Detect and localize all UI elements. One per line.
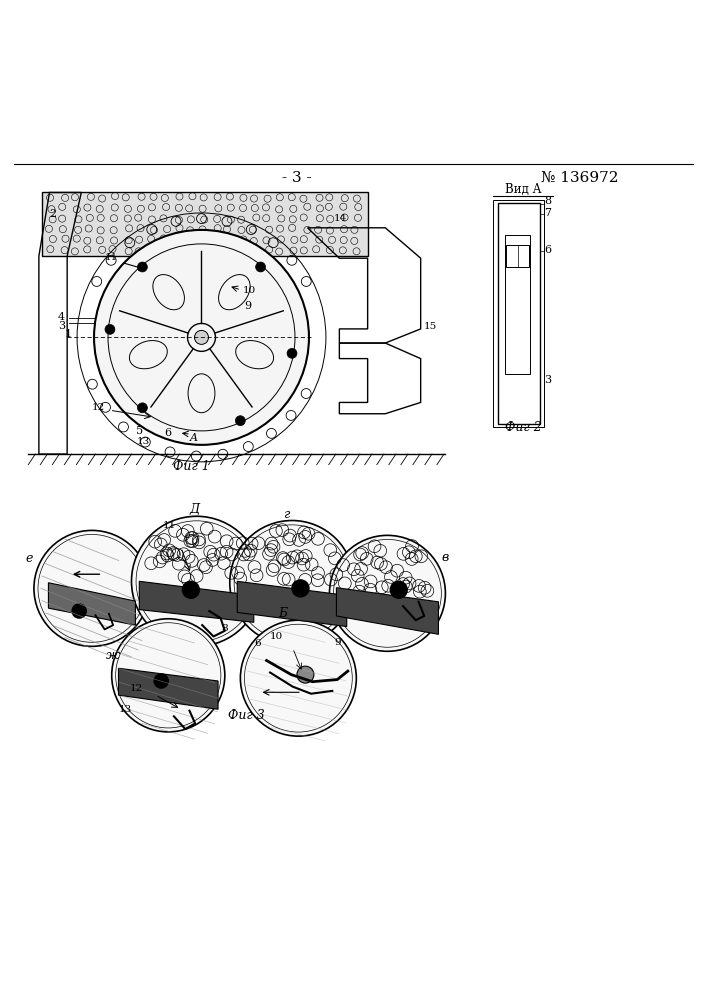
Circle shape [390, 581, 408, 599]
Circle shape [287, 348, 297, 358]
Text: Фиг 3: Фиг 3 [228, 709, 264, 722]
Text: 1: 1 [65, 329, 72, 339]
Circle shape [182, 581, 200, 599]
Text: - 3 -: - 3 - [282, 171, 312, 185]
Circle shape [71, 603, 87, 619]
Circle shape [194, 330, 209, 344]
Text: в: в [442, 551, 449, 564]
Text: е: е [25, 552, 33, 565]
Circle shape [297, 666, 314, 683]
Polygon shape [139, 581, 254, 622]
Text: 3: 3 [544, 375, 551, 385]
Text: 12: 12 [129, 684, 143, 693]
Text: 13: 13 [119, 705, 132, 714]
Circle shape [256, 262, 266, 272]
Circle shape [132, 516, 262, 646]
Text: 6: 6 [255, 639, 261, 648]
Circle shape [153, 673, 169, 689]
Text: Б: Б [278, 607, 287, 620]
Text: Вид А: Вид А [505, 182, 542, 195]
Text: 5: 5 [136, 426, 144, 436]
Text: Фиг 1: Фиг 1 [173, 460, 209, 473]
Circle shape [230, 521, 354, 645]
Bar [42, 192, 368, 256]
Text: 10: 10 [243, 286, 256, 295]
Text: 12: 12 [92, 403, 105, 412]
Text: 8: 8 [544, 196, 551, 206]
Text: 6: 6 [544, 245, 551, 255]
Text: 6: 6 [164, 428, 171, 438]
Bar [493, 200, 544, 427]
Circle shape [235, 416, 245, 426]
Text: 11: 11 [163, 521, 176, 530]
Text: 4: 4 [58, 312, 65, 322]
Text: 9: 9 [245, 301, 252, 311]
Text: 11: 11 [105, 253, 118, 262]
Text: 15: 15 [424, 322, 438, 331]
Circle shape [137, 262, 147, 272]
Text: Фиг 2: Фиг 2 [505, 421, 542, 434]
Text: Д: Д [189, 503, 199, 516]
Polygon shape [238, 581, 346, 627]
Text: A: A [189, 433, 197, 443]
Circle shape [137, 403, 147, 413]
Text: 8: 8 [221, 624, 228, 633]
Text: 2: 2 [49, 209, 57, 219]
Text: 14: 14 [334, 214, 347, 223]
Polygon shape [119, 668, 218, 709]
Text: г: г [284, 508, 290, 521]
Text: 9: 9 [334, 638, 341, 647]
Bar [506, 245, 529, 267]
Polygon shape [48, 583, 135, 625]
Text: 10: 10 [270, 632, 284, 641]
Bar [498, 203, 540, 424]
Text: № 136972: № 136972 [541, 171, 619, 185]
Text: 13: 13 [136, 437, 150, 446]
Bar [505, 235, 530, 374]
Circle shape [112, 619, 225, 732]
Circle shape [291, 579, 310, 598]
Text: ж: ж [106, 649, 120, 662]
Circle shape [105, 324, 115, 334]
Text: 3: 3 [58, 321, 65, 331]
Circle shape [240, 620, 356, 736]
Circle shape [187, 323, 216, 351]
Circle shape [94, 230, 309, 445]
Polygon shape [337, 588, 438, 634]
Circle shape [329, 535, 445, 651]
Text: 7: 7 [544, 208, 551, 218]
Circle shape [34, 530, 150, 646]
